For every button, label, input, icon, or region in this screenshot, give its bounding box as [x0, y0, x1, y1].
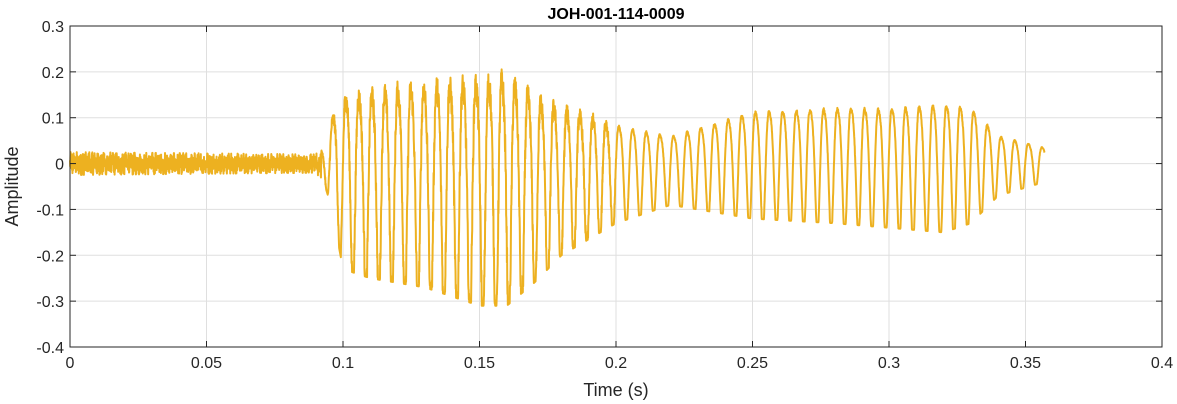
x-tick-label: 0.35 [1010, 355, 1041, 372]
x-tick-label: 0.2 [605, 355, 627, 372]
y-axis-label: Amplitude [2, 146, 22, 226]
y-tick-label: -0.3 [36, 294, 64, 311]
y-tick-label: 0.1 [42, 111, 64, 128]
waveform-series [69, 68, 1046, 307]
x-tick-label: 0.15 [464, 355, 495, 372]
x-tick-label: 0.3 [878, 355, 900, 372]
x-tick-label: 0.05 [191, 355, 222, 372]
y-tick-label: -0.4 [36, 340, 64, 357]
x-tick-label: 0.1 [332, 355, 354, 372]
y-tick-label: -0.1 [36, 202, 64, 219]
x-tick-label: 0 [66, 355, 75, 372]
chart-title: JOH-001-114-0009 [548, 6, 685, 23]
x-axis-ticks: 0 0.05 0.1 0.15 0.2 0.25 0.3 0.35 0.4 [66, 26, 1173, 372]
x-tick-label: 0.25 [737, 355, 768, 372]
y-axis-ticks: -0.4 -0.3 -0.2 -0.1 0 0.1 0.2 0.3 [36, 19, 1162, 357]
y-tick-label: 0.3 [42, 19, 64, 36]
x-tick-label: 0.4 [1151, 355, 1173, 372]
y-tick-label: 0 [55, 157, 64, 174]
y-tick-label: -0.2 [36, 248, 64, 265]
x-axis-label: Time (s) [583, 380, 648, 400]
y-tick-label: 0.2 [42, 65, 64, 82]
waveform-line [69, 68, 1046, 307]
